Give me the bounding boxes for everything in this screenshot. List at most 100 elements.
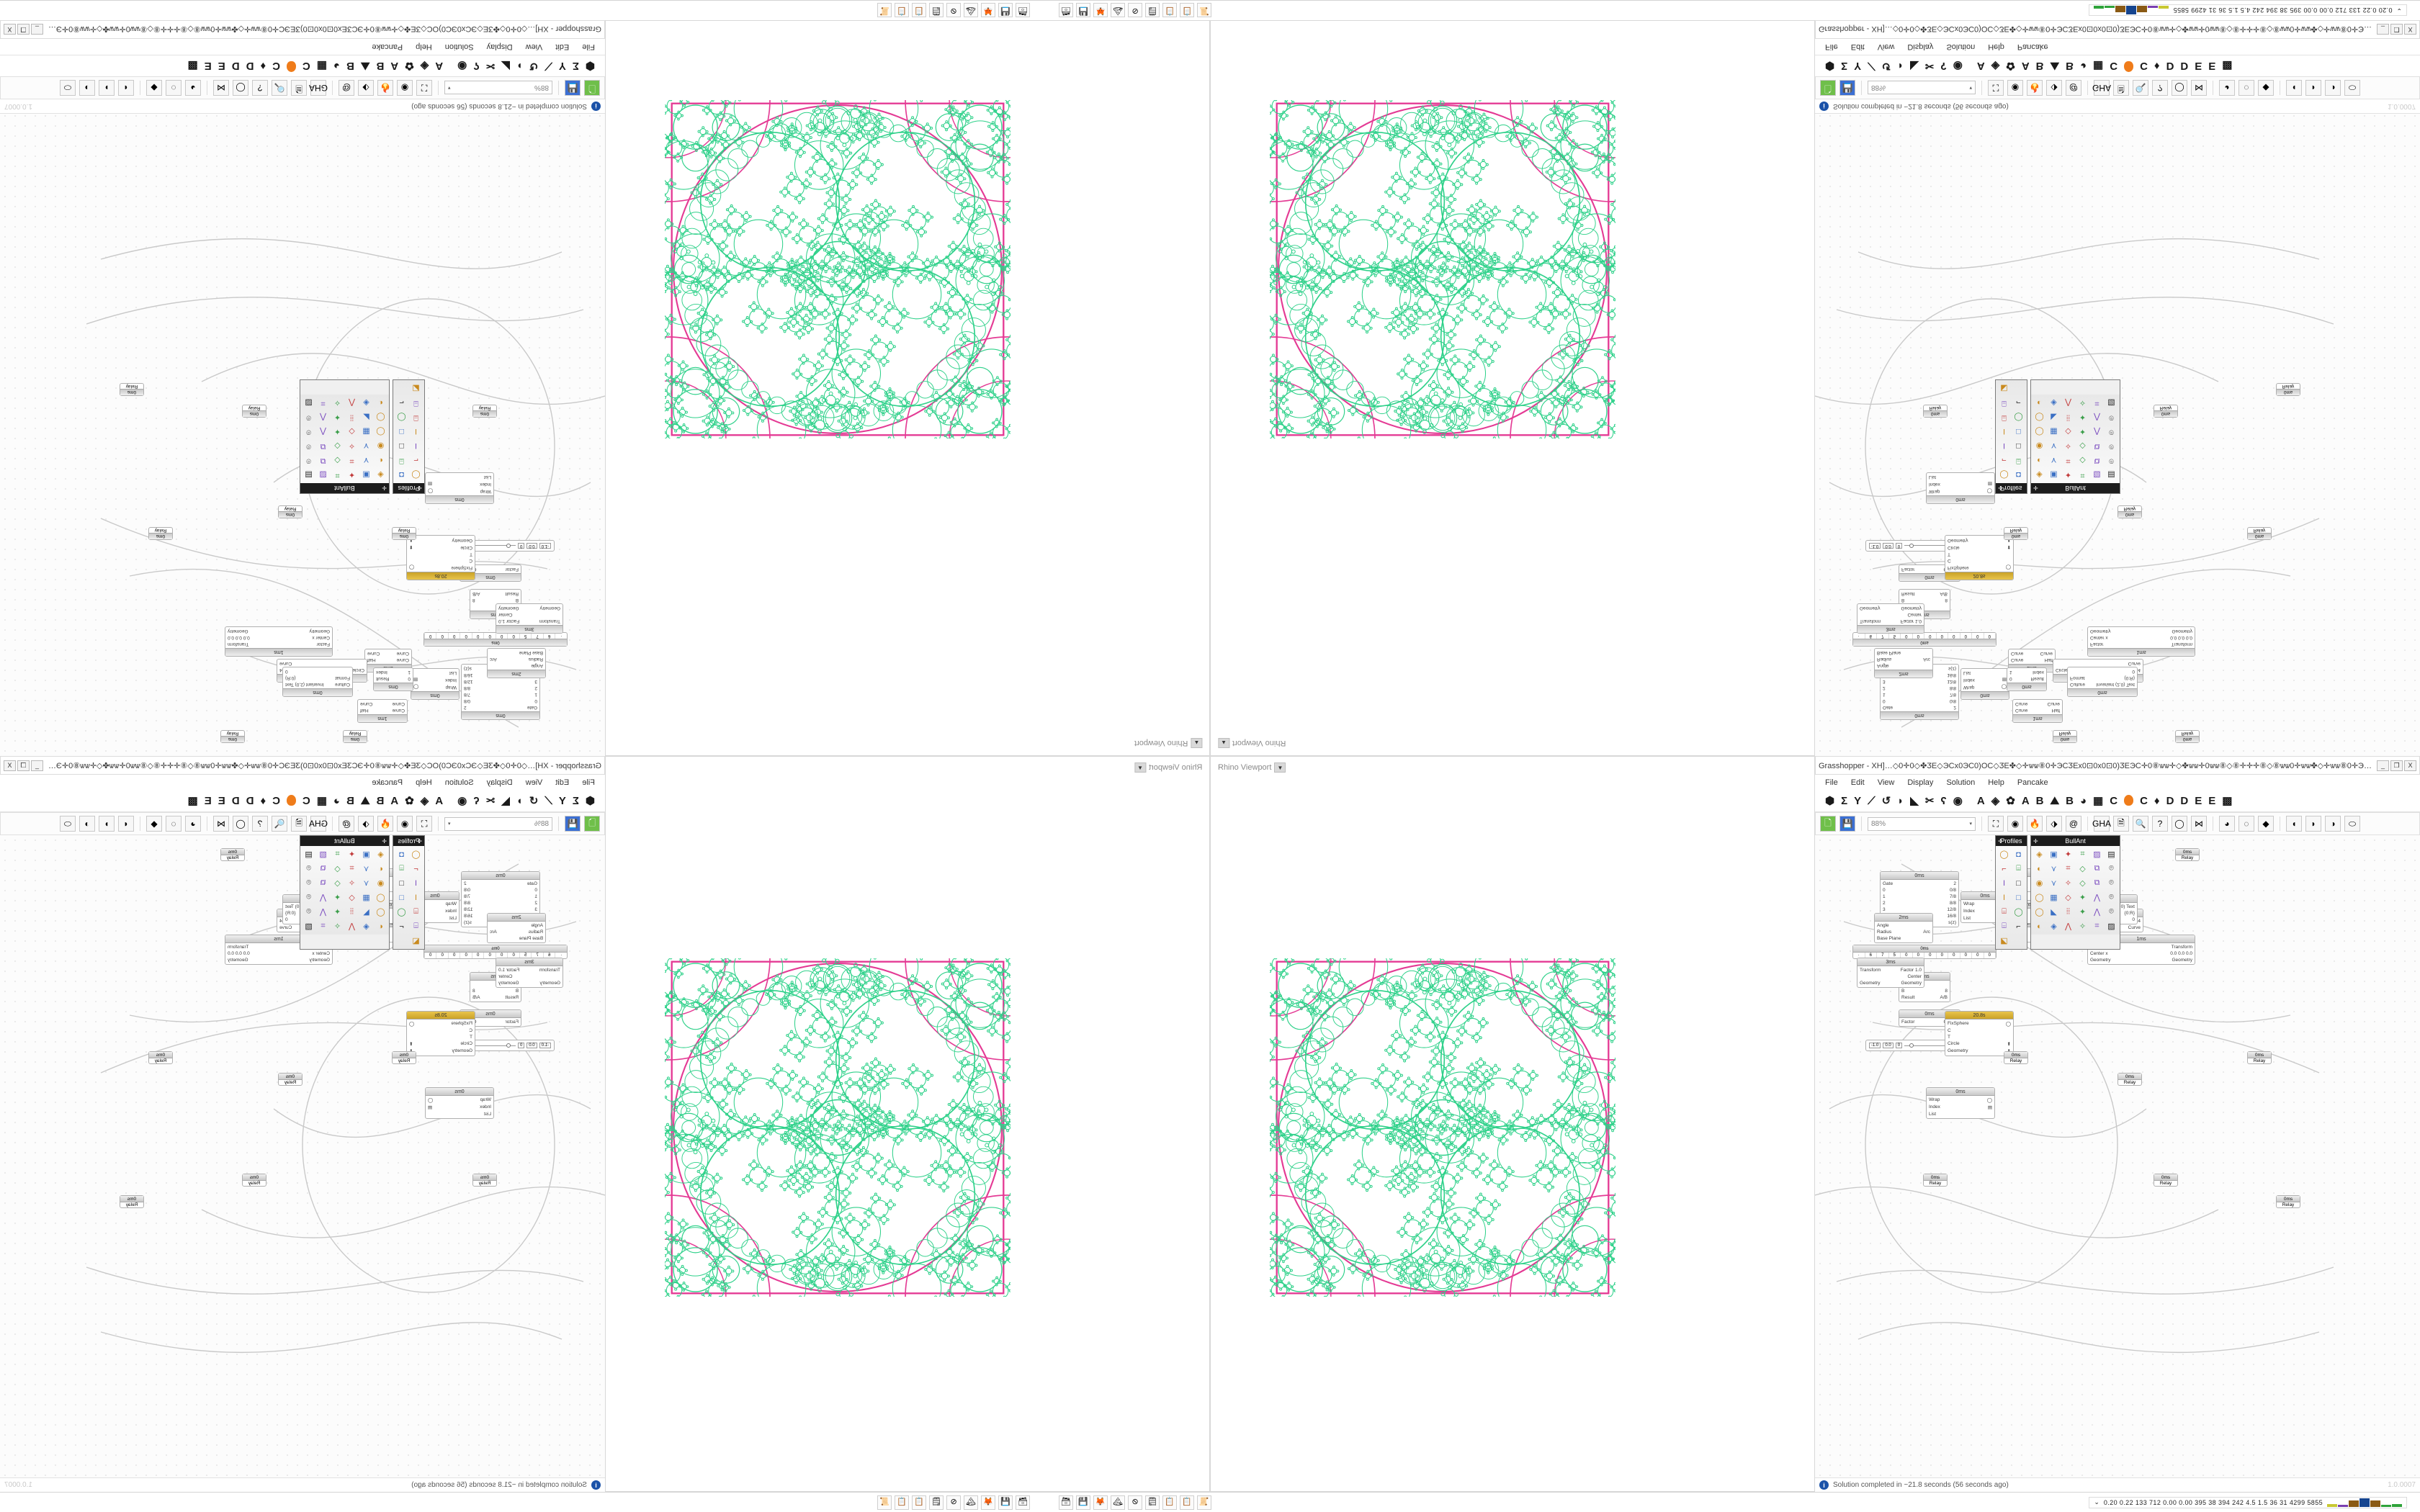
palette-tool-icon[interactable]: ▤ — [2107, 850, 2115, 859]
tab-Y[interactable]: Y — [558, 795, 566, 807]
component-port-row[interactable]: T — [1948, 1035, 2011, 1040]
close-button[interactable]: X — [2404, 24, 2416, 35]
rhino-viewport-bottom-left[interactable]: Rhino Viewport ▼ — [605, 756, 1210, 1492]
component-port-row[interactable]: Gate 2 — [1883, 881, 1956, 886]
palette-tool-icon[interactable]: ◇ — [334, 879, 341, 888]
panel-cells[interactable]: · 6 7 5 0 0 0 0 0 0 0 0 — [424, 633, 567, 639]
close-button[interactable]: X — [4, 760, 16, 771]
component-port-row[interactable]: FixSphere ◯ — [1948, 564, 2011, 570]
palette-tool-icon[interactable]: ◇ — [2079, 879, 2086, 888]
taskbar-icon-6[interactable]: 🦊 — [981, 3, 996, 18]
teal-icon[interactable]: ◖ — [118, 816, 134, 832]
capsule-icon[interactable]: ⬗ — [2046, 816, 2062, 832]
tab-↺[interactable]: ↺ — [529, 795, 539, 807]
palette-tool-icon[interactable]: ⌸ — [413, 907, 418, 916]
grasshopper-window-bottom-right[interactable]: Grasshopper - XH]…◇0✛0◇✤ӠE◇ЭСх0ЭС0)ОС◇ӠE… — [1815, 756, 2420, 1492]
gh-component-arc[interactable]: 2ms Angle Radius Arc Base Plane — [487, 648, 546, 678]
chevron-down-icon[interactable]: ▾ — [1969, 822, 1972, 827]
taskbar-top[interactable]: ⌄ 0.20 0.22 133 712 0.00 0.00 395 38 394… — [0, 0, 2420, 20]
gh-component-relay[interactable]: 0ms Wrap ◯ Index ▤ List — [1926, 472, 1995, 504]
palette-tool-icon[interactable]: ⌐ — [2002, 864, 2007, 873]
taskbar-icon-8[interactable]: 🗃 — [1016, 1495, 1031, 1510]
taskbar-icon-4[interactable]: ⊘ — [946, 3, 962, 18]
rhino-viewport-bottom-right[interactable]: Rhino Viewport ▼ — [1210, 756, 1815, 1492]
gh-component-panel[interactable]: 0ms · 6 7 5 0 0 0 0 0 0 0 0 — [424, 945, 568, 959]
tab-✂[interactable]: ✂ — [1924, 60, 1935, 72]
tab-group-left[interactable]: ⬢ Σ Y ⟋ ↺ ◗ ◣ ✂ ʕ ◉ — [450, 60, 602, 72]
doc-icon[interactable]: 🗎 — [2113, 80, 2129, 96]
palette-tool-icon[interactable]: ✦ — [333, 413, 341, 421]
palette-tool-icon[interactable]: I — [414, 878, 418, 888]
tab-▦[interactable]: ▦ — [316, 795, 327, 807]
palette-grid[interactable]: ◈ ▣ ✦ ⌗ ▨ ▤ ◐ ⋎ ⌗ ◇ ⧉ ⌾ ◉ ⋎ ✧ ◇ ⧉ ⌾ ◯ ▦ ◇ ✦ ⋀ ⌾ ◯ ◣ ⦙⦙ ✦ ⋀ ⌾ ◐ ◈ ⋀ ✧ ⌗ ▨ — [2031, 846, 2120, 935]
tab-▩[interactable]: ▩ — [2222, 60, 2233, 72]
maximize-button[interactable]: ❐ — [2390, 24, 2403, 35]
capsule-icon[interactable]: ⬗ — [2046, 80, 2062, 96]
gha-icon[interactable]: GHA — [309, 80, 328, 96]
component-ports[interactable]: Transform Factor 1.0 Center Geometry Geometr… — [496, 604, 563, 625]
palette-tool-icon[interactable]: ⌗ — [335, 471, 340, 480]
tab-◗[interactable]: ◗ — [516, 795, 523, 807]
component-port-row[interactable]: Radius Arc — [490, 930, 543, 935]
tab-●[interactable] — [286, 794, 296, 808]
tab-◉[interactable]: ◉ — [457, 795, 467, 807]
tab-◈[interactable]: ◈ — [420, 60, 429, 72]
palette-titlebar[interactable]: ✛ BullAnt — [300, 483, 389, 493]
menu-item-view[interactable]: View — [525, 42, 543, 51]
tab-ʕ[interactable]: ʕ — [473, 60, 480, 72]
gha-icon[interactable]: GHA — [309, 816, 328, 832]
component-port-row[interactable]: FixSphere ◯ — [409, 1021, 472, 1027]
tab-▦[interactable]: ▦ — [2093, 795, 2104, 807]
palette-tool-icon[interactable]: ⌐ — [2016, 398, 2021, 408]
palette-tool-icon[interactable]: ◉ — [2035, 441, 2043, 450]
component-port-row[interactable]: Gate 2 — [464, 705, 537, 710]
component-port-row[interactable]: 2 8/8 — [1883, 901, 1956, 906]
palette-tool-icon[interactable]: ✧ — [333, 398, 341, 407]
help-icon[interactable]: ? — [252, 80, 268, 96]
palette-tool-icon[interactable]: ⌾ — [2109, 864, 2114, 873]
palette-tool-icon[interactable]: ▦ — [2050, 894, 2058, 902]
orange-icon[interactable]: ◑ — [79, 816, 95, 832]
tab-D[interactable]: D — [2180, 60, 2189, 72]
tab-◕[interactable]: ◕ — [2079, 60, 2087, 72]
taskbar-icon-4[interactable]: ⊘ — [946, 1495, 962, 1510]
gh-window-bl[interactable]: Grasshopper - XH]…◇0✛0◇✤ӠE◇ЭСх0ЭС0)ОС◇ӠE… — [0, 756, 605, 1492]
component-port-row[interactable]: 2 8/8 — [1883, 685, 1956, 690]
palette-tool-icon[interactable]: ⌾ — [2109, 456, 2114, 465]
component-port-row[interactable]: Center x 0.0 0.0 0.0 — [228, 635, 330, 640]
gh-component-scale2[interactable]: 3ms Transform Factor 1.0 Center Geometry Geom… — [1857, 958, 1924, 988]
component-ports[interactable]: Wrap ◯ Index ▤ List — [411, 669, 459, 691]
menu-item-help[interactable]: Help — [1988, 42, 2004, 51]
zoom-combobox[interactable]: 88% ▾ — [444, 81, 552, 95]
taskbar-launchers-right-b[interactable]: 📜 📋 📋 🗒 ⊘ 🏔 🦊 💾 🗃 — [1059, 1495, 1212, 1510]
search-icon[interactable]: 🔍 — [272, 80, 287, 96]
tab-group-right[interactable]: A ◈ ✿ A B ⛰ B ◕ ▦ C C ♦ D D E E ▩ — [181, 60, 451, 73]
taskbar-icon-2[interactable]: 📋 — [1162, 3, 1178, 18]
pin-icon[interactable]: ✛ — [1998, 837, 2003, 845]
blue-icon[interactable]: ⬭ — [2344, 816, 2360, 832]
component-port-row[interactable]: 0 — [285, 669, 350, 674]
surface-icon[interactable]: ◌ — [2238, 816, 2254, 832]
palette-tool-icon[interactable]: ⌾ — [306, 442, 311, 451]
tab-ʕ[interactable]: ʕ — [1940, 60, 1947, 72]
slider-knob[interactable] — [506, 544, 511, 549]
chevron-down-icon[interactable]: ▾ — [448, 85, 451, 90]
palette-grid[interactable]: ◯ ◘ ⌐ ⌸ I □ I □ ⌸ ◯ ⌸ ⌐ ⬕ — [1996, 846, 2027, 949]
palette-tool-icon[interactable]: ⋀ — [348, 922, 356, 931]
viewport-label-bl[interactable]: Rhino Viewport ▼ — [1134, 762, 1202, 773]
component-port-row[interactable]: Wrap ◯ — [413, 684, 457, 690]
flame-icon[interactable]: 🔥 — [2027, 80, 2043, 96]
palette-tool-icon[interactable]: ✦ — [2079, 894, 2087, 902]
palette-tool-icon[interactable]: I — [2002, 441, 2006, 451]
